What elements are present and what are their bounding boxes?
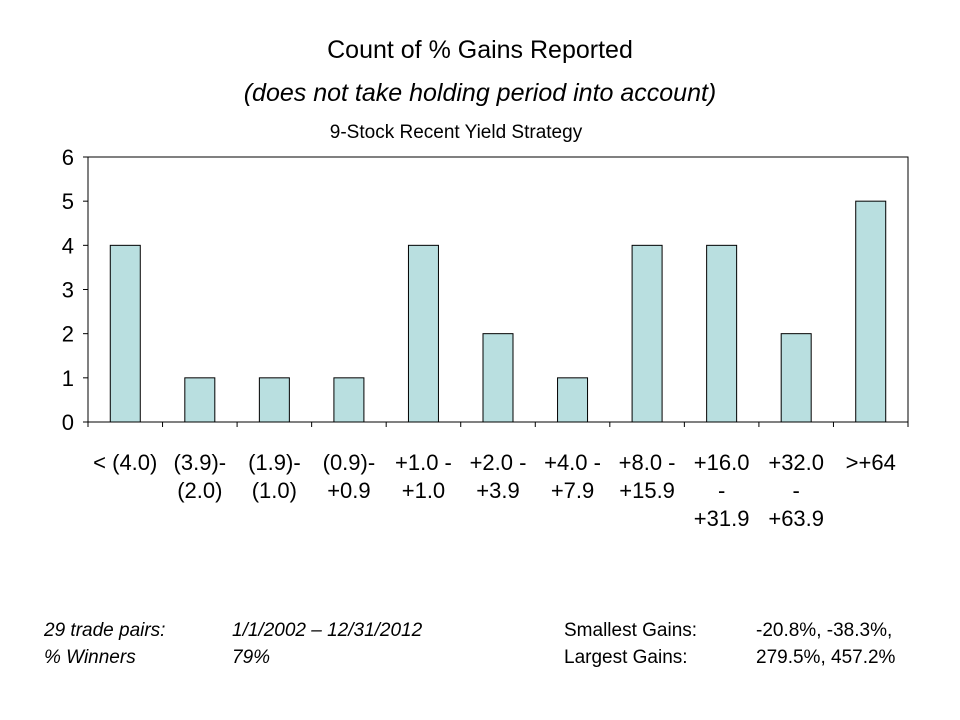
x-category-label-line: +32.0 (768, 450, 824, 475)
x-category-label: +8.0 - +15.9 (619, 450, 676, 503)
bar (855, 200, 887, 423)
bar (333, 377, 365, 423)
series-label: 9-Stock Recent Yield Strategy (329, 122, 583, 143)
x-category-label: +16.0 - +31.9 (694, 450, 750, 531)
bar (557, 377, 589, 423)
chart-title: Count of % Gains Reported (327, 36, 633, 64)
x-category-label: +1.0 - +1.0 (395, 450, 452, 503)
x-category-label-line: - (793, 478, 800, 503)
y-tick-label: 1 (62, 366, 74, 391)
chart-subtitle: (does not take holding period into accou… (243, 79, 717, 107)
x-category-label-line: +15.9 (619, 478, 675, 503)
x-category-label-line: < (4.0) (93, 450, 157, 475)
x-category-label: +4.0 - +7.9 (544, 450, 601, 503)
x-category-label: < (4.0) (93, 450, 157, 475)
x-category-label-line: (3.9)- (174, 450, 227, 475)
largest-gains-label: Largest Gains: (564, 647, 688, 668)
bar-chart: 0 1 2 3 4 5 6 < (4.0) (3.9)- (2.0) (1.9)- (1.0) (0.9… (62, 145, 909, 531)
x-category-label-line: (0.9)- (323, 450, 376, 475)
x-category-label-line: +31.9 (694, 506, 750, 531)
x-category-label-line: >+64 (846, 450, 896, 475)
x-category-label-line: +1.0 - (395, 450, 452, 475)
x-category-label: +32.0 - +63.9 (768, 450, 824, 531)
bar (631, 244, 663, 423)
x-category-label-line: +2.0 - (470, 450, 527, 475)
y-tick-label: 2 (62, 322, 74, 347)
bar (482, 333, 514, 423)
x-category-label-line: - (718, 478, 725, 503)
x-category-label: (0.9)- +0.9 (323, 450, 376, 503)
bar (706, 244, 738, 423)
x-category-label: +2.0 - +3.9 (470, 450, 527, 503)
x-category-label-line: (2.0) (177, 478, 222, 503)
y-tick-label: 4 (62, 233, 74, 258)
smallest-gains-label: Smallest Gains: (564, 620, 698, 641)
bar (184, 377, 216, 423)
x-category-label-line: (1.0) (252, 478, 297, 503)
bar (407, 244, 439, 423)
winners-value: 79% (232, 647, 271, 668)
x-category-label-line: +7.9 (551, 478, 594, 503)
x-category-label-line: +63.9 (768, 506, 824, 531)
y-tick-label: 0 (62, 410, 74, 435)
y-tick-label: 6 (62, 145, 74, 170)
bar (109, 244, 141, 423)
x-category-label: >+64 (846, 450, 896, 475)
winners-label: % Winners (44, 647, 136, 668)
smallest-gains-value: -20.8%, -38.3%, (756, 620, 893, 641)
y-tick-label: 5 (62, 189, 74, 214)
x-category-label: (3.9)- (2.0) (174, 450, 227, 503)
bar (780, 333, 812, 423)
x-category-label-line: +8.0 - (619, 450, 676, 475)
x-category-label-line: +16.0 (694, 450, 750, 475)
y-tick-label: 3 (62, 278, 74, 303)
x-category-label: (1.9)- (1.0) (248, 450, 301, 503)
x-category-label-line: +0.9 (327, 478, 370, 503)
x-category-label-line: +1.0 (402, 478, 445, 503)
trade-pairs-label: 29 trade pairs: (44, 620, 166, 641)
x-category-label-line: +4.0 - (544, 450, 601, 475)
bar (258, 377, 290, 423)
x-category-label-line: +3.9 (476, 478, 519, 503)
largest-gains-value: 279.5%, 457.2% (756, 647, 896, 668)
x-category-label-line: (1.9)- (248, 450, 301, 475)
date-range: 1/1/2002 – 12/31/2012 (232, 620, 423, 641)
